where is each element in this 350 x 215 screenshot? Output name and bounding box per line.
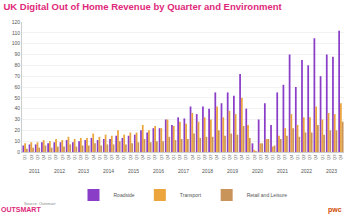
svg-text:Q1: Q1 [171,154,176,160]
svg-text:Q4: Q4 [239,154,244,160]
svg-text:Q3: Q3 [307,154,312,160]
svg-text:Q1: Q1 [72,154,77,160]
svg-text:Q2: Q2 [252,154,257,160]
svg-text:Retail and Leisure: Retail and Leisure [247,192,288,198]
svg-text:120: 120 [12,19,21,25]
svg-text:100: 100 [12,40,21,46]
svg-text:60: 60 [14,84,20,90]
svg-text:Q3: Q3 [258,154,263,160]
svg-text:Q2: Q2 [29,154,34,160]
svg-text:2019: 2019 [227,168,238,174]
svg-text:Q1: Q1 [121,154,126,160]
svg-text:Q2: Q2 [53,154,58,160]
svg-text:2023: 2023 [326,168,337,174]
svg-text:Q4: Q4 [190,154,195,160]
svg-text:Q1: Q1 [245,154,250,160]
svg-text:OUTSMART: OUTSMART [1,206,41,213]
svg-text:Q3: Q3 [35,154,40,160]
svg-text:2016: 2016 [153,168,164,174]
svg-text:Q1: Q1 [221,154,226,160]
svg-text:Q1: Q1 [146,154,151,160]
svg-text:Q4: Q4 [41,154,46,160]
svg-text:110: 110 [12,30,20,36]
svg-text:Transport: Transport [180,192,202,198]
svg-text:70: 70 [14,73,20,79]
svg-text:2012: 2012 [54,168,65,174]
svg-text:Q4: Q4 [313,154,318,160]
svg-text:2020: 2020 [252,168,263,174]
svg-text:Q2: Q2 [276,154,281,160]
svg-text:Q3: Q3 [183,154,188,160]
svg-text:Q3: Q3 [60,154,65,160]
svg-text:2013: 2013 [78,168,89,174]
svg-text:Q4: Q4 [264,154,269,160]
svg-text:Q1: Q1 [47,154,52,160]
svg-text:Q2: Q2 [177,154,182,160]
svg-text:Q3: Q3 [332,154,337,160]
svg-text:2017: 2017 [178,168,189,174]
svg-text:Q4: Q4 [289,154,294,160]
svg-text:Q3: Q3 [159,154,164,160]
svg-text:Q3: Q3 [84,154,89,160]
svg-text:Q2: Q2 [202,154,207,160]
svg-text:Q2: Q2 [227,154,232,160]
svg-text:2015: 2015 [128,168,139,174]
svg-text:Q4: Q4 [338,154,343,160]
svg-text:Q2: Q2 [326,154,331,160]
svg-text:2021: 2021 [277,168,288,174]
svg-text:10: 10 [14,138,20,144]
svg-text:Q1: Q1 [270,154,275,160]
svg-text:Q3: Q3 [282,154,287,160]
svg-text:Q2: Q2 [128,154,133,160]
svg-text:30: 30 [14,116,20,122]
svg-text:Q4: Q4 [115,154,120,160]
svg-text:Q3: Q3 [208,154,213,160]
svg-text:Q2: Q2 [103,154,108,160]
svg-text:Q2: Q2 [152,154,157,160]
svg-text:Q1: Q1 [196,154,201,160]
svg-text:Q4: Q4 [165,154,170,160]
svg-text:2022: 2022 [301,168,312,174]
svg-text:90: 90 [14,51,20,57]
svg-text:Q1: Q1 [295,154,300,160]
svg-text:Q1: Q1 [320,154,325,160]
svg-text:40: 40 [14,105,20,111]
svg-text:20: 20 [14,127,20,133]
svg-text:pwc: pwc [328,206,342,214]
svg-text:Q3: Q3 [233,154,238,160]
svg-text:Q4: Q4 [214,154,219,160]
svg-text:Q3: Q3 [109,154,114,160]
svg-text:Q2: Q2 [301,154,306,160]
svg-text:50: 50 [14,95,20,101]
svg-text:Q2: Q2 [78,154,83,160]
svg-text:2011: 2011 [29,168,40,174]
svg-text:2014: 2014 [103,168,114,174]
svg-text:Q3: Q3 [134,154,139,160]
svg-text:Source: Outsmart: Source: Outsmart [24,201,56,206]
svg-text:UK Digital Out of Home Revenue: UK Digital Out of Home Revenue by Quarte… [4,1,283,12]
svg-text:2018: 2018 [202,168,213,174]
svg-text:Q1: Q1 [22,154,27,160]
svg-text:Q1: Q1 [97,154,102,160]
svg-text:80: 80 [14,62,20,68]
svg-text:Q4: Q4 [66,154,71,160]
svg-text:Roadside: Roadside [114,192,135,198]
svg-text:0: 0 [17,149,20,155]
svg-text:Q4: Q4 [140,154,145,160]
svg-text:Q4: Q4 [91,154,96,160]
